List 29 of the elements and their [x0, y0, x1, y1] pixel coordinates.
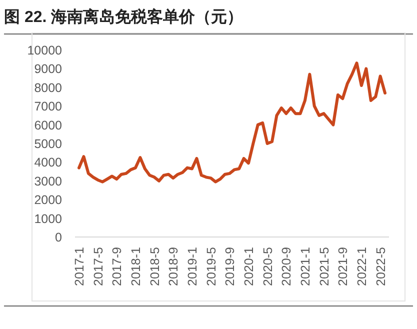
- x-tick-label: 2020-1: [242, 246, 256, 286]
- x-tick-label: 2017-9: [110, 246, 124, 286]
- y-tick-label: 4000: [34, 156, 62, 170]
- y-tick-label: 8000: [34, 80, 62, 95]
- y-tick-label: 5000: [34, 137, 62, 151]
- x-tick-label: 2022-1: [354, 246, 369, 286]
- x-tick-label: 2018-9: [166, 246, 181, 286]
- x-tick-label: 2018-1: [128, 246, 143, 286]
- x-tick-label: 2017-1: [72, 246, 86, 286]
- x-tick-label: 2021-1: [298, 246, 312, 286]
- x-tick-label: 2021-5: [317, 246, 332, 286]
- title: 图 22. 海南离岛免税客单价（元）: [4, 9, 244, 26]
- x-tick-label: 2020-5: [260, 246, 275, 286]
- x-tick-label: 2020-9: [280, 246, 294, 286]
- y-tick-label: 3000: [34, 174, 62, 188]
- x-tick-label: 2018-5: [148, 246, 162, 286]
- x-tick-label: 2017-5: [91, 246, 106, 286]
- y-tick-label: 6000: [34, 118, 62, 132]
- x-tick-label: 2019-1: [185, 246, 200, 286]
- y-tick-label: 0: [55, 230, 62, 244]
- x-tick-label: 2022-5: [374, 246, 388, 286]
- x-tick-label: 2019-5: [204, 246, 218, 286]
- y-tick-label: 2000: [34, 193, 62, 208]
- x-tick-label: 2019-9: [223, 246, 238, 286]
- y-tick-label: 7000: [34, 100, 62, 114]
- y-tick-label: 9000: [34, 62, 62, 76]
- y-tick-label: 1000: [34, 212, 62, 226]
- x-tick-label: 2021-9: [336, 246, 350, 286]
- y-tick-label: 10000: [27, 44, 62, 58]
